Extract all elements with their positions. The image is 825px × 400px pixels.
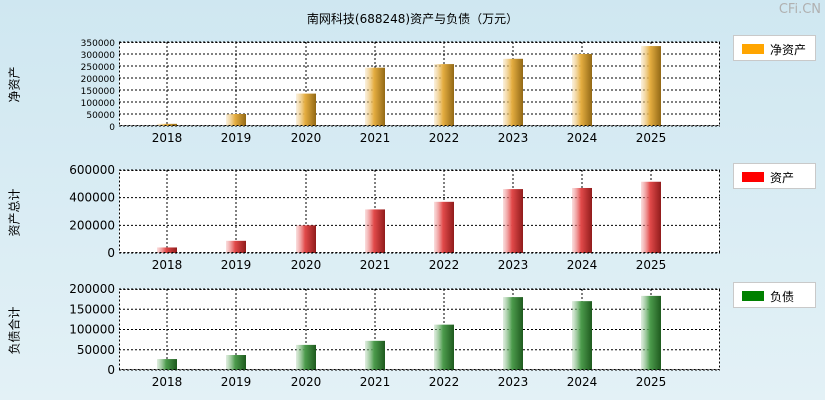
y-tick-label: 350000	[81, 39, 116, 49]
bar-2020	[296, 225, 316, 253]
bar-2025	[641, 181, 661, 253]
bar-2019	[226, 114, 246, 126]
legend-label: 净资产	[770, 43, 807, 57]
x-tick-label: 2019	[221, 258, 252, 272]
bar-2022	[434, 324, 454, 370]
x-tick-label: 2019	[221, 375, 252, 389]
x-tick-label: 2018	[152, 375, 183, 389]
x-tick-label: 2019	[221, 131, 252, 145]
x-tick-label: 2023	[498, 258, 529, 272]
legend-swatch	[742, 172, 764, 182]
y-tick-label: 150000	[69, 302, 115, 316]
x-tick-label: 2025	[636, 375, 667, 389]
y-tick-label: 200000	[69, 218, 115, 232]
bar-2021	[365, 340, 385, 370]
bar-2023	[503, 189, 523, 253]
watermark-logo: CFi.CN	[778, 2, 821, 17]
x-tick-label: 2025	[636, 258, 667, 272]
x-tick-label: 2021	[360, 131, 391, 145]
bar-2024	[572, 187, 592, 253]
legend-swatch	[742, 44, 764, 54]
x-tick-label: 2023	[498, 375, 529, 389]
chart-title: 南网科技(688248)资产与负债（万元）	[306, 12, 519, 26]
x-tick-label: 2018	[152, 258, 183, 272]
plot-border	[119, 289, 720, 370]
y-tick-label: 0	[107, 363, 115, 377]
y-tick-label: 0	[107, 246, 115, 260]
y-tick-label: 50000	[77, 343, 115, 357]
x-tick-label: 2020	[291, 258, 322, 272]
x-tick-label: 2024	[567, 375, 598, 389]
y-axis-label: 净资产	[7, 66, 22, 103]
y-tick-label: 200000	[81, 75, 116, 85]
bar-2020	[296, 93, 316, 126]
liabilities-panel: 0 50000 100000 150000 200000 2018 2019 2020 2021…	[69, 282, 720, 389]
x-tick-label: 2022	[429, 375, 460, 389]
x-tick-label: 2018	[152, 131, 183, 145]
bar-2019	[226, 240, 246, 253]
y-axis-label: 资产总计	[7, 187, 22, 236]
y-tick-label: 100000	[69, 323, 115, 337]
bar-2018	[157, 247, 177, 253]
bar-2019	[226, 355, 246, 370]
y-tick-label: 250000	[81, 63, 116, 73]
bar-2020	[296, 344, 316, 370]
legend-swatch	[742, 291, 764, 301]
y-tick-label: 600000	[69, 163, 115, 177]
bar-2024	[572, 301, 592, 370]
bar-2022	[434, 64, 454, 126]
x-tick-label: 2020	[291, 131, 322, 145]
total-assets-panel: 0 200000 400000 600000 2018 2019 2020 2021 2022 2…	[69, 163, 720, 272]
x-tick-label: 2024	[567, 258, 598, 272]
y-tick-label: 400000	[69, 191, 115, 205]
x-tick-label: 2023	[498, 131, 529, 145]
x-tick-label: 2020	[291, 375, 322, 389]
legend-total-assets: 资产	[733, 163, 816, 189]
x-tick-label: 2022	[429, 258, 460, 272]
x-tick-label: 2021	[360, 258, 391, 272]
bar-2021	[365, 67, 385, 126]
bar-2023	[503, 297, 523, 370]
net-assets-panel: 0 50000 100000 150000 200000 250000 300000 3500…	[81, 39, 720, 145]
legend-label: 负债	[770, 290, 795, 304]
x-tick-label: 2025	[636, 131, 667, 145]
x-tick-label: 2021	[360, 375, 391, 389]
plot-border	[119, 170, 720, 253]
bar-2018	[157, 123, 177, 126]
plot-area	[119, 170, 720, 253]
y-tick-label: 50000	[86, 111, 115, 121]
bar-2018	[157, 359, 177, 370]
y-tick-label: 200000	[69, 282, 115, 296]
bar-2025	[641, 295, 661, 370]
bar-2023	[503, 58, 523, 126]
x-tick-label: 2024	[567, 131, 598, 145]
plot-border	[119, 42, 720, 126]
bar-2025	[641, 46, 661, 126]
plot-area	[119, 42, 720, 126]
y-tick-label: 0	[109, 123, 115, 133]
x-tick-label: 2022	[429, 131, 460, 145]
legend-net-assets: 净资产	[733, 35, 816, 61]
bar-2022	[434, 201, 454, 253]
y-tick-label: 300000	[81, 51, 116, 61]
legend-label: 资产	[770, 171, 795, 185]
bar-2021	[365, 209, 385, 253]
y-axis-label: 负债合计	[7, 305, 22, 354]
bar-2024	[572, 54, 592, 126]
y-tick-label: 150000	[81, 87, 116, 97]
y-tick-label: 100000	[81, 99, 116, 109]
legend-liabilities: 负债	[733, 282, 816, 308]
